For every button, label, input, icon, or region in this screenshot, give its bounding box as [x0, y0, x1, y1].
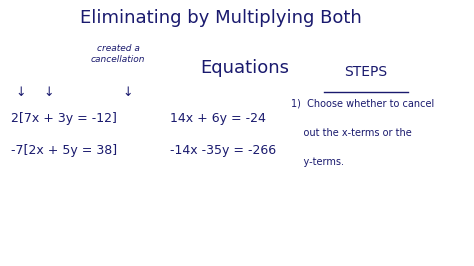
Text: STEPS: STEPS — [345, 65, 388, 78]
Text: ↓: ↓ — [122, 86, 133, 99]
Text: Eliminating by Multiplying Both: Eliminating by Multiplying Both — [80, 9, 362, 27]
Text: created a
cancellation: created a cancellation — [91, 44, 146, 64]
Text: ↓: ↓ — [16, 86, 26, 99]
Text: out the x-terms or the: out the x-terms or the — [292, 128, 412, 138]
Text: 2[7x + 3y = -12]: 2[7x + 3y = -12] — [11, 112, 117, 125]
Text: ↓: ↓ — [44, 86, 54, 99]
Text: Equations: Equations — [200, 59, 289, 77]
Text: 1)  Choose whether to cancel: 1) Choose whether to cancel — [292, 99, 435, 109]
Text: 14x + 6y = -24: 14x + 6y = -24 — [170, 112, 265, 125]
Text: y-terms.: y-terms. — [292, 157, 344, 167]
Text: -7[2x + 5y = 38]: -7[2x + 5y = 38] — [11, 144, 117, 156]
Text: -14x -35y = -266: -14x -35y = -266 — [170, 144, 276, 156]
